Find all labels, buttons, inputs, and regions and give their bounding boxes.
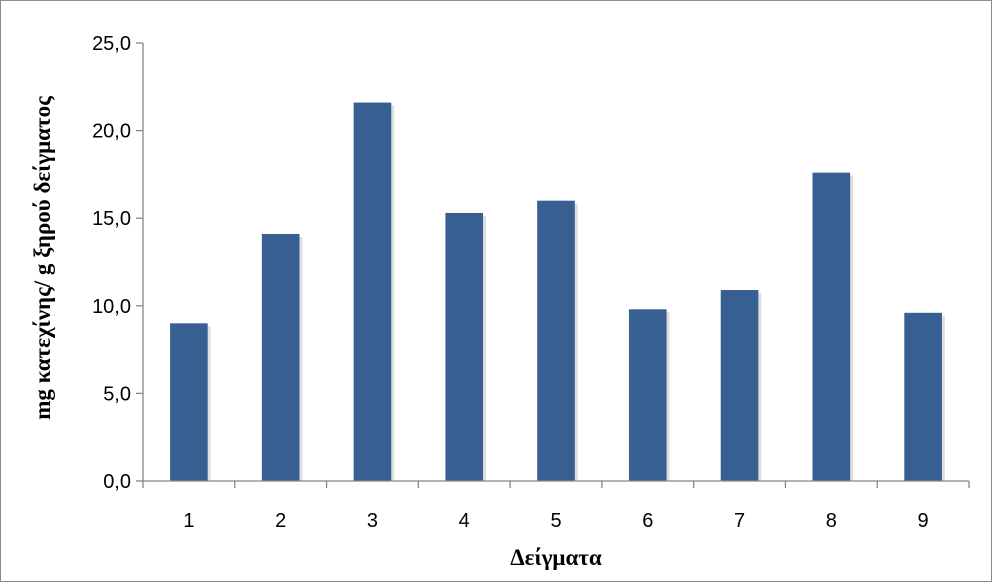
- bar: [628, 309, 667, 481]
- y-tick-label: 15,0: [92, 208, 131, 230]
- y-tick-label: 20,0: [92, 121, 131, 143]
- x-tick-label: 8: [826, 510, 837, 532]
- x-axis-title: Δείγματα: [510, 545, 602, 570]
- x-tick-label: 3: [367, 510, 378, 532]
- x-tick-label: 6: [642, 510, 653, 532]
- y-tick-label: 25,0: [92, 33, 131, 55]
- y-tick-label: 5,0: [103, 383, 131, 405]
- x-tick-label: 2: [275, 510, 286, 532]
- bar: [720, 290, 759, 481]
- x-tick-label: 9: [918, 510, 929, 532]
- bar: [812, 172, 851, 481]
- y-axis-ticks: 0,0 5,0 10,0 15,0 20,0 25,0: [92, 33, 143, 493]
- x-tick-label: 7: [734, 510, 745, 532]
- x-tick-label: 4: [459, 510, 470, 532]
- bar: [170, 323, 208, 481]
- x-tick-label: 1: [183, 510, 194, 532]
- bars: [170, 102, 945, 482]
- bar: [261, 233, 300, 481]
- y-tick-label: 10,0: [92, 296, 131, 318]
- y-tick-label: 0,0: [103, 471, 131, 493]
- y-axis-title: mg κατεχίνης/ g ξηρού δείγματος: [30, 96, 55, 420]
- bar: [904, 312, 942, 481]
- x-tick-label: 5: [550, 510, 561, 532]
- bar: [537, 200, 575, 481]
- bar: [353, 102, 392, 482]
- x-axis-ticks: 1 2 3 4 5 6 7 8 9: [142, 481, 970, 532]
- bar: [445, 212, 484, 481]
